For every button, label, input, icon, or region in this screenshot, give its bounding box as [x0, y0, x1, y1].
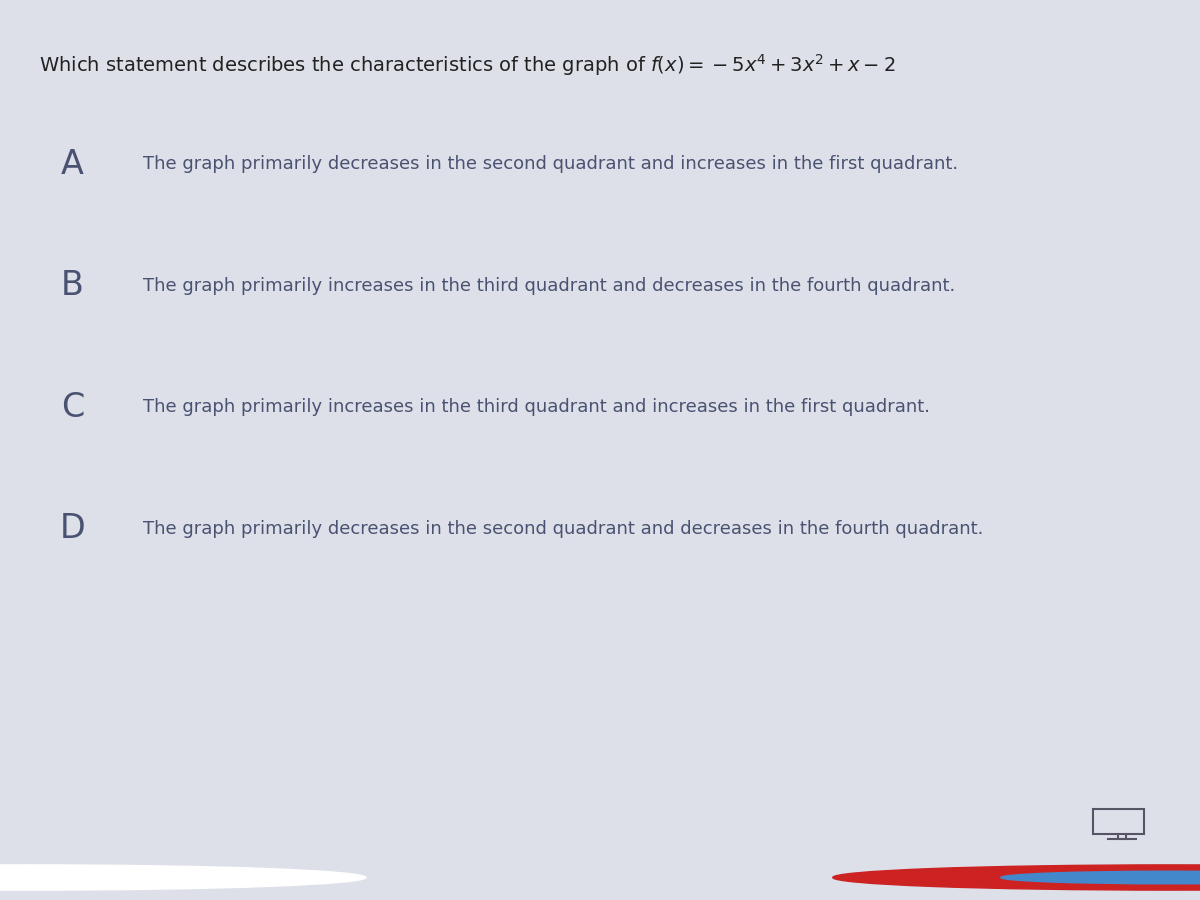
Circle shape: [0, 865, 366, 890]
Circle shape: [833, 865, 1200, 890]
Text: The graph primarily increases in the third quadrant and increases in the first q: The graph primarily increases in the thi…: [143, 398, 930, 416]
Text: A: A: [61, 148, 84, 181]
Text: D: D: [60, 512, 85, 545]
Text: Which statement describes the characteristics of the graph of $f\left(x\right) =: Which statement describes the characteri…: [38, 52, 895, 78]
Circle shape: [1001, 871, 1200, 884]
Text: C: C: [61, 391, 84, 424]
Text: The graph primarily decreases in the second quadrant and increases in the first : The graph primarily decreases in the sec…: [143, 155, 958, 173]
Text: The graph primarily decreases in the second quadrant and decreases in the fourth: The graph primarily decreases in the sec…: [143, 520, 983, 537]
Text: B: B: [61, 269, 84, 302]
Text: The graph primarily increases in the third quadrant and decreases in the fourth : The graph primarily increases in the thi…: [143, 277, 955, 295]
